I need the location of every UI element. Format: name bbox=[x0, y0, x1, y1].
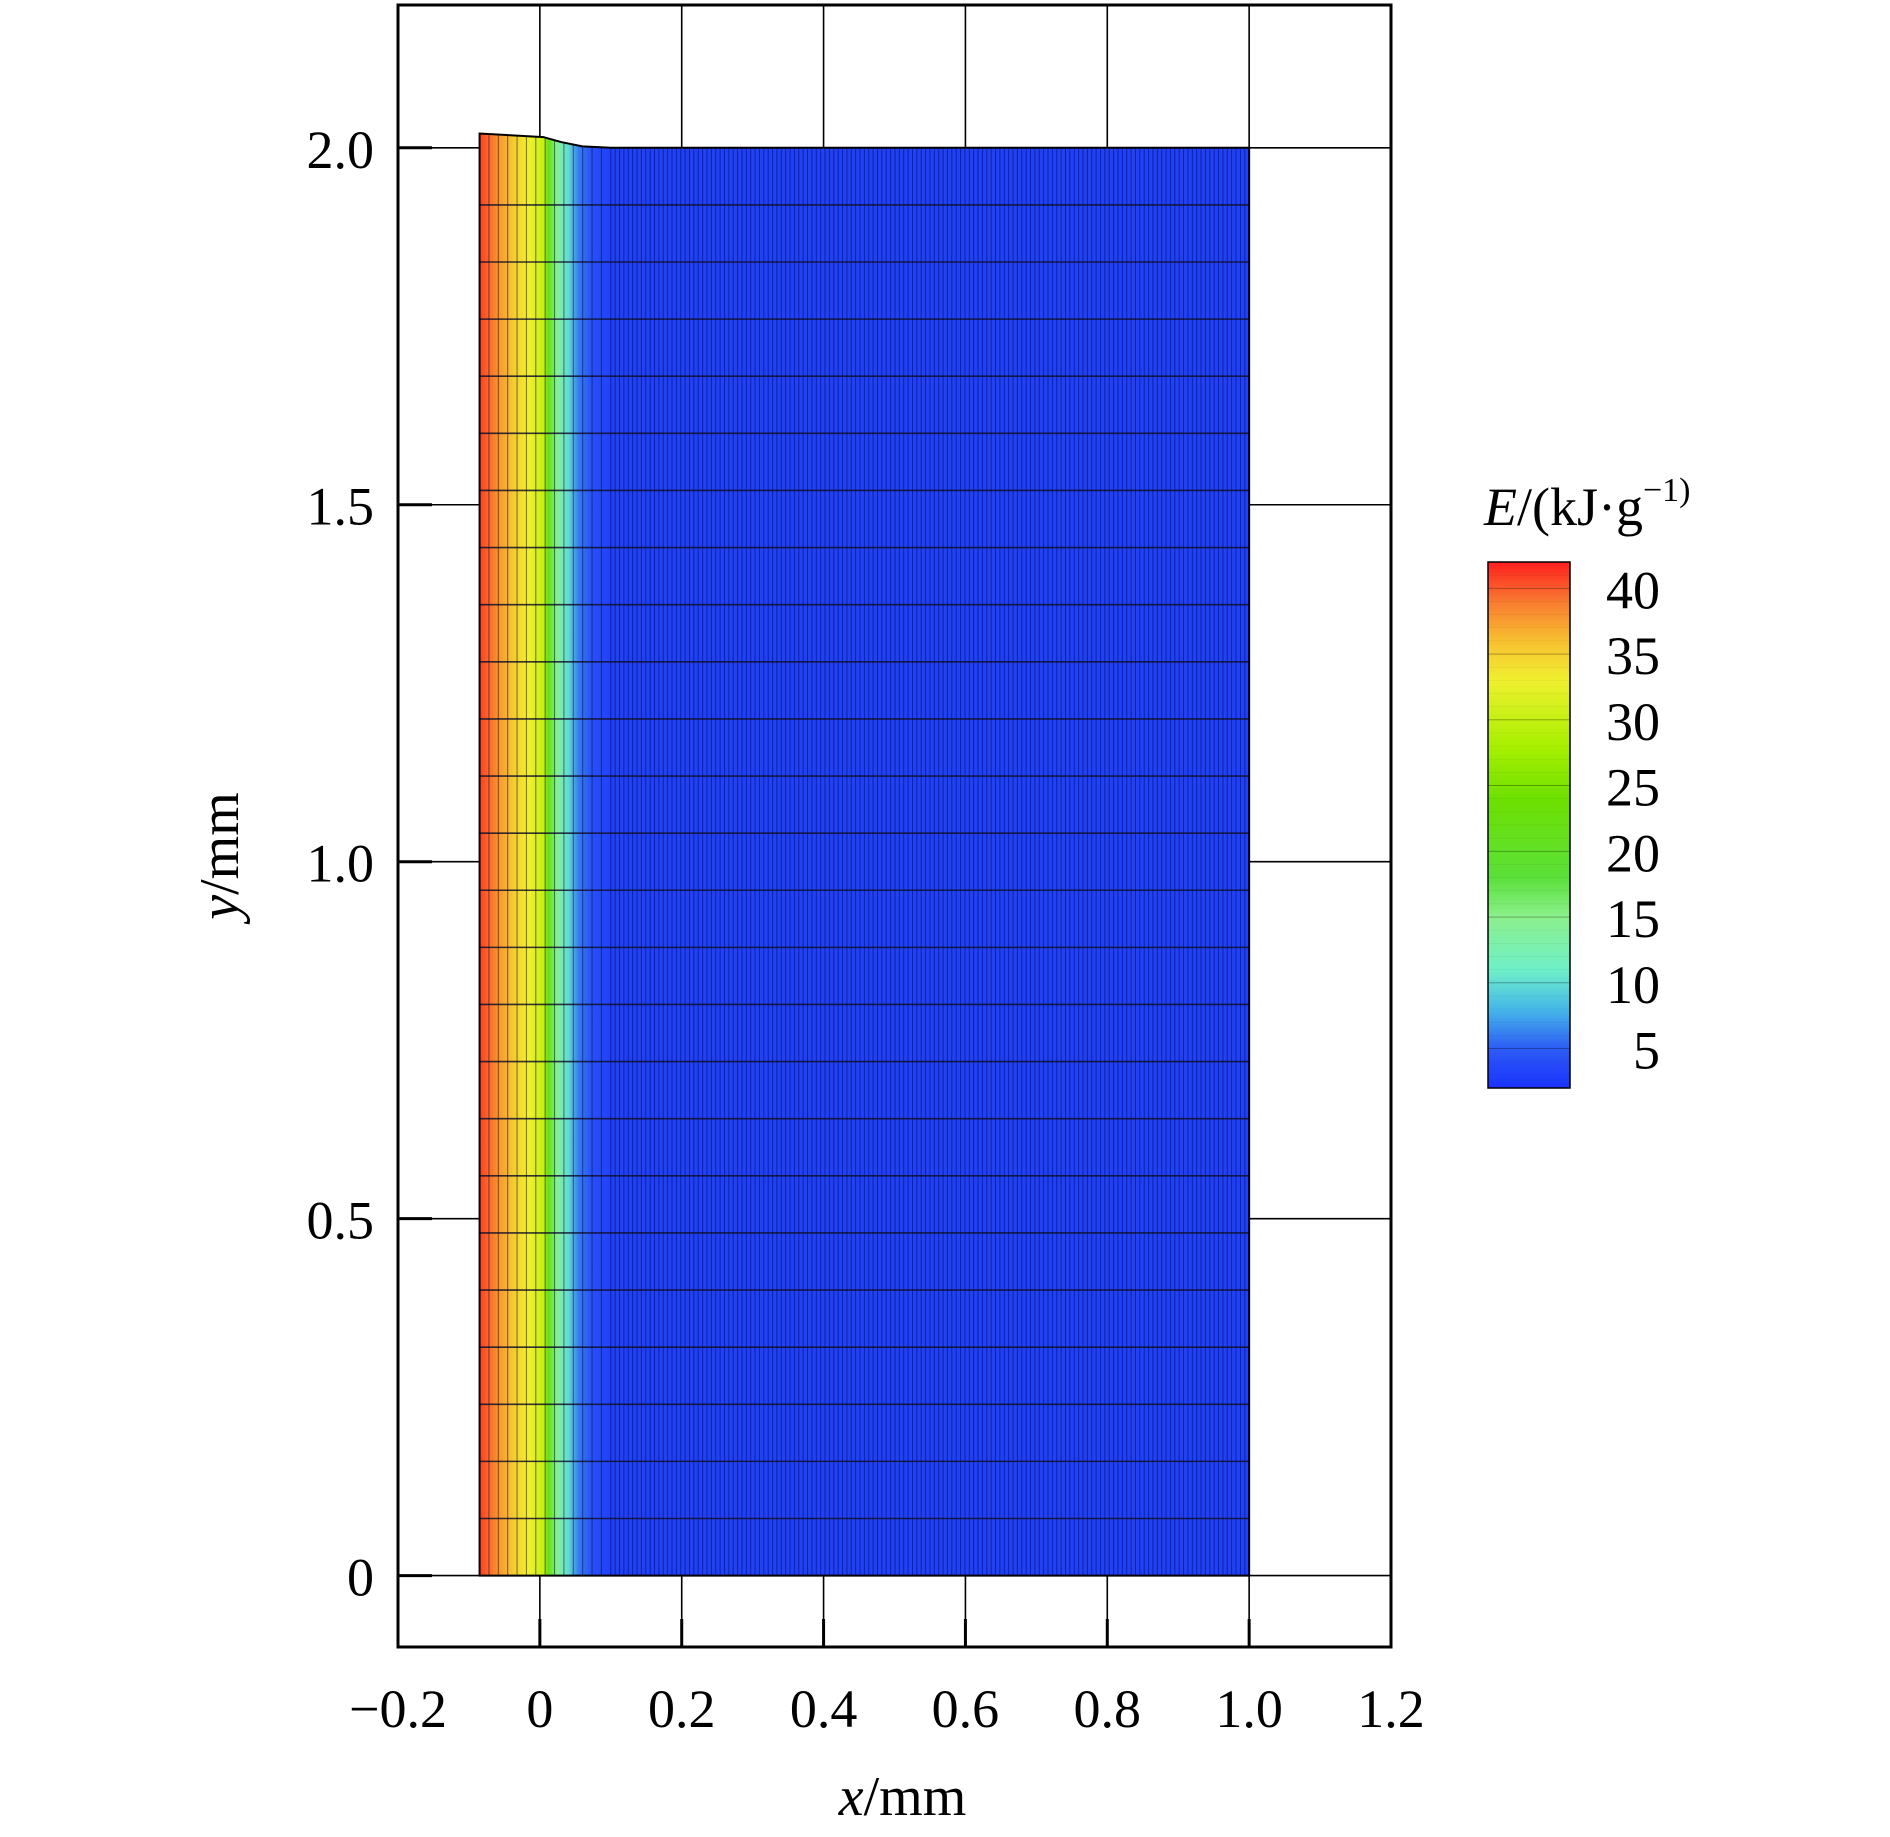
colorbar-title: E/(kJ·g−1) bbox=[1483, 472, 1691, 537]
colorbar-tick-label: 15 bbox=[1606, 889, 1660, 949]
x-tick-label: 1.2 bbox=[1357, 1679, 1425, 1739]
x-tick-label: 0.6 bbox=[932, 1679, 1000, 1739]
colorbar-tick-label: 10 bbox=[1606, 955, 1660, 1015]
colorbar-tick-label: 35 bbox=[1606, 626, 1660, 686]
colorbar-bands bbox=[1488, 575, 1570, 1075]
x-tick-label: 0.2 bbox=[648, 1679, 716, 1739]
y-axis-title: y/mm bbox=[189, 792, 251, 925]
plot-frame bbox=[396, 3, 1393, 1649]
y-tick-label: 1.0 bbox=[307, 834, 375, 894]
x-tick-label: 0.4 bbox=[790, 1679, 858, 1739]
colorbar-tick-label: 30 bbox=[1606, 692, 1660, 752]
y-tick-labels: 0 0.5 1.0 1.5 2.0 bbox=[307, 120, 375, 1608]
y-tick-label: 0.5 bbox=[307, 1191, 375, 1251]
y-axis-var: y bbox=[189, 895, 251, 925]
y-tick-label: 2.0 bbox=[307, 120, 375, 180]
colorbar-tick-label: 20 bbox=[1606, 823, 1660, 883]
colorbar-title-unit: /(kJ·g bbox=[1517, 477, 1643, 537]
energy-field bbox=[478, 132, 1251, 1577]
y-tick-label: 1.5 bbox=[307, 477, 375, 537]
x-tick-label: 0 bbox=[526, 1679, 553, 1739]
y-tick-label: 0 bbox=[347, 1548, 374, 1608]
colorbar-title-close: ) bbox=[1679, 472, 1690, 509]
x-tick-label: 1.0 bbox=[1215, 1679, 1283, 1739]
colorbar-tick-label: 5 bbox=[1633, 1021, 1660, 1081]
colorbar-scale bbox=[1487, 561, 1571, 1089]
x-axis-unit: /mm bbox=[864, 1766, 967, 1828]
y-axis-unit: /mm bbox=[189, 792, 251, 895]
field-outline bbox=[478, 132, 1251, 1577]
colorbar-title-var: E bbox=[1483, 477, 1517, 537]
colorbar-title-sup: −1 bbox=[1643, 472, 1679, 509]
x-axis-title: x/mm bbox=[838, 1766, 967, 1828]
colorbar-tick-label: 40 bbox=[1606, 560, 1660, 620]
x-tick-label: −0.2 bbox=[349, 1679, 447, 1739]
axis-ticks bbox=[396, 146, 1393, 1647]
x-axis-var: x bbox=[838, 1766, 864, 1828]
x-tick-label: 0.8 bbox=[1074, 1679, 1142, 1739]
colorbar-tick-label: 25 bbox=[1606, 758, 1660, 818]
x-tick-labels: −0.2 0 0.2 0.4 0.6 0.8 1.0 1.2 bbox=[349, 1679, 1425, 1739]
mesh-lines bbox=[479, 133, 1250, 1576]
